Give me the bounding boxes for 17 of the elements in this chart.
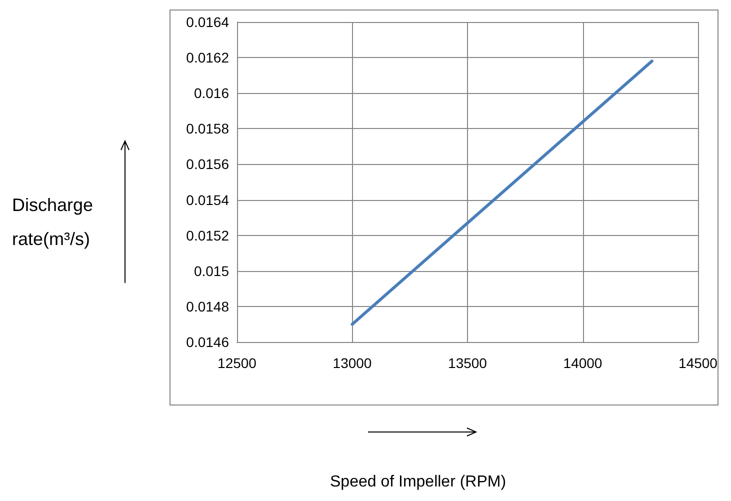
y-tick-label: 0.0164	[186, 14, 230, 30]
x-tick-label: 13000	[332, 355, 372, 371]
x-tick-label: 13500	[448, 355, 488, 371]
x-tick-label: 12500	[218, 355, 257, 371]
y-tick-label: 0.0146	[186, 334, 230, 350]
y-tick-label: 0.016	[194, 85, 230, 102]
y-tick-label: 0.0152	[186, 227, 230, 244]
text: Discharge rate(m³/s)	[12, 195, 94, 249]
y-tick-label: 0.015	[194, 262, 230, 279]
y-tick-label: 0.0158	[186, 120, 230, 137]
y-tick-label: 0.0148	[186, 298, 230, 314]
y-tick-label: 0.0162	[186, 50, 230, 66]
y-tick-label: 0.0156	[186, 156, 230, 172]
y-tick-label: 0.0154	[186, 192, 230, 208]
text: Speed of Impeller (RPM)	[330, 474, 506, 490]
x-tick-label: 14000	[563, 355, 602, 371]
x-tick-label: 14500	[678, 355, 718, 371]
